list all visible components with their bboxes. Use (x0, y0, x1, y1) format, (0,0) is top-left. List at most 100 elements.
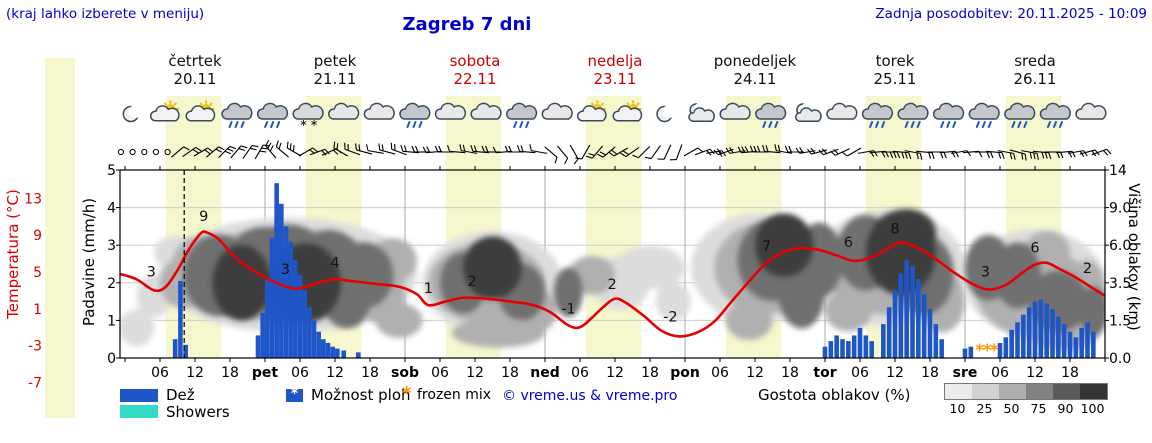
day-date: 21.11 (313, 70, 357, 88)
rain-icon (755, 102, 787, 128)
day-header: petek 21.11 (265, 52, 405, 88)
wind-barb-icon (504, 145, 524, 153)
day-name: torek (875, 52, 915, 70)
plot-frame (119, 169, 1106, 359)
density-level-label: 75 (1030, 401, 1047, 416)
wind-barb-icon (459, 144, 478, 154)
rain-icon (221, 102, 253, 128)
svg-text:3.5: 3.5 (1109, 276, 1131, 292)
sun-cloud-icon (185, 100, 216, 122)
wind-barb-icon (1091, 148, 1112, 156)
density-level-label: 90 (1057, 401, 1074, 416)
density-swatch (1026, 384, 1053, 399)
wind-barb-icon (286, 141, 302, 157)
wind-barbs-row (117, 139, 1112, 165)
wind-barb-icon (1021, 150, 1040, 160)
density-level-label: 50 (1003, 401, 1020, 416)
day-name: sreda (1014, 52, 1056, 70)
rain-icon (505, 102, 538, 128)
svg-text:-2: -2 (663, 310, 677, 326)
rain-icon (861, 102, 893, 128)
cloud-density-scale (944, 383, 1108, 400)
day-name: petek (313, 52, 357, 70)
svg-text:3: 3 (981, 264, 990, 280)
copyright-link[interactable]: © vreme.us & vreme.pro (502, 388, 678, 404)
svg-text:1.5: 1.5 (1109, 313, 1131, 329)
wind-barb-icon (517, 144, 536, 154)
svg-text:12: 12 (886, 365, 904, 381)
cloud-density-label: Gostota oblakov (%) (758, 386, 911, 404)
svg-text:sob: sob (391, 365, 419, 381)
cloud-icon (826, 102, 858, 120)
wind-barb-icon (669, 144, 683, 161)
svg-text:18: 18 (781, 365, 799, 381)
showers-legend-label: Showers (166, 403, 230, 421)
svg-text:06: 06 (151, 365, 169, 381)
svg-text:18: 18 (361, 365, 379, 381)
wind-barb-icon (242, 144, 259, 159)
wind-barb-icon (892, 150, 912, 160)
svg-text:2: 2 (1083, 261, 1092, 277)
wind-barb-icon (275, 140, 289, 158)
svg-text:18: 18 (501, 365, 519, 381)
svg-text:5: 5 (33, 265, 42, 281)
moon-cloud-icon (688, 102, 715, 122)
wind-barb-icon (447, 144, 466, 154)
moon-icon (122, 105, 142, 123)
svg-text:pon: pon (670, 365, 700, 381)
wind-barb-icon (830, 148, 850, 156)
rain-legend-label: Dež (166, 386, 195, 404)
moon-icon (656, 105, 676, 123)
temperature-line (120, 230, 1105, 338)
wind-barb-icon (784, 145, 804, 153)
svg-text:tor: tor (813, 365, 836, 381)
svg-text:-7: -7 (28, 375, 42, 391)
svg-text:ned: ned (530, 365, 559, 381)
day-header: sreda 26.11 (965, 52, 1105, 88)
wind-barb-icon (355, 143, 373, 155)
wind-barb-icon (997, 150, 1016, 160)
sun-cloud-icon (149, 100, 180, 122)
wind-barb-icon (632, 145, 651, 159)
svg-text:18: 18 (641, 365, 659, 381)
wind-barb-icon (333, 141, 349, 157)
svg-text:12: 12 (466, 365, 484, 381)
wind-barb-icon (585, 145, 604, 159)
wind-barb-icon (620, 146, 640, 158)
wind-barb-icon (434, 145, 454, 153)
cloud-icon (1075, 102, 1107, 120)
axis-ticks (116, 166, 1109, 362)
svg-text:sre: sre (953, 365, 978, 381)
rain-icon (256, 102, 289, 128)
wind-barb-icon (774, 144, 793, 154)
wind-barb-icon (365, 144, 384, 154)
day-header: sobota 22.11 (405, 52, 545, 88)
menu-hint: (kraj lahko izberete v meniju) (6, 6, 205, 22)
frozen-mix-markers: *** (975, 341, 999, 361)
svg-text:0.0: 0.0 (1109, 351, 1131, 367)
wind-barb-icon (986, 150, 1005, 160)
svg-text:1: 1 (33, 302, 42, 318)
day-date: 24.11 (733, 70, 777, 88)
wind-barb-icon (171, 146, 190, 158)
svg-text:-3: -3 (28, 339, 42, 355)
density-level-label: 100 (1080, 401, 1105, 416)
moon-cloud-icon (794, 102, 822, 122)
density-swatch (945, 384, 972, 399)
svg-text:6: 6 (1030, 241, 1039, 257)
cloud-density-scale-labels: 10 25 50 75 90 100 (944, 401, 1106, 416)
rain-icon (932, 102, 965, 128)
wind-barb-icon (544, 146, 558, 164)
svg-text:*: * (975, 341, 984, 361)
wind-barb-icon (683, 147, 704, 157)
wind-barb-icon (951, 150, 972, 157)
wind-barb-icon (762, 144, 781, 154)
cloud-icon (363, 102, 395, 120)
rain-icon (897, 102, 929, 128)
svg-text:9: 9 (199, 209, 208, 225)
weather-icons-row: * * (122, 100, 1107, 132)
svg-text:18: 18 (221, 365, 239, 381)
svg-text:pet: pet (252, 365, 279, 381)
svg-text:6: 6 (844, 235, 853, 251)
